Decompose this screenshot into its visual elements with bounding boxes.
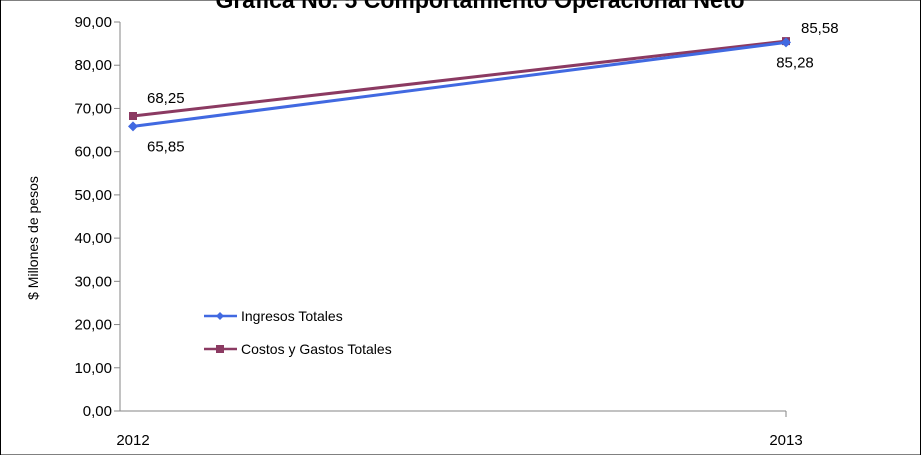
y-tick-label: 10,00 (74, 360, 112, 377)
legend: Ingresos Totales Costos y Gastos Totales (204, 308, 392, 357)
data-labels: 65,85 85,28 68,25 85,58 (147, 20, 839, 155)
x-tick-label: 2012 (116, 432, 149, 449)
y-tick-label: 70,00 (74, 100, 112, 117)
y-tick-label: 50,00 (74, 187, 112, 204)
series-line-costos (132, 39, 787, 118)
data-point-costos (129, 112, 137, 121)
legend-label: Ingresos Totales (241, 308, 343, 324)
legend-marker-diamond (216, 312, 224, 320)
axes: 0,00 10,00 20,00 30,00 40,00 50,00 60,00 70,00 8… (74, 14, 802, 449)
y-tick-label: 20,00 (74, 317, 112, 334)
y-tick-label: 40,00 (74, 230, 112, 247)
y-tick-label: 80,00 (74, 57, 112, 74)
data-label: 65,85 (147, 138, 185, 155)
y-tick-label: 90,00 (74, 14, 112, 31)
y-axis-label: $ Millones de pesos (25, 176, 41, 300)
data-point-ingresos (128, 121, 138, 132)
data-point-ingresos (781, 37, 791, 48)
series-line-ingresos (132, 40, 787, 128)
data-label: 85,58 (801, 20, 839, 37)
y-tick-label: 60,00 (74, 144, 112, 161)
chart-title: Gráfica No. 5 Comportamiento Operacional… (215, 0, 744, 13)
y-tick-label: 30,00 (74, 273, 112, 290)
y-tick-label: 0,00 (83, 403, 112, 420)
data-label: 68,25 (147, 90, 185, 107)
legend-label: Costos y Gastos Totales (241, 341, 392, 357)
series-layer (128, 37, 791, 132)
x-tick-label: 2013 (769, 432, 802, 449)
legend-marker-square (216, 345, 224, 353)
data-label: 85,28 (776, 54, 814, 71)
